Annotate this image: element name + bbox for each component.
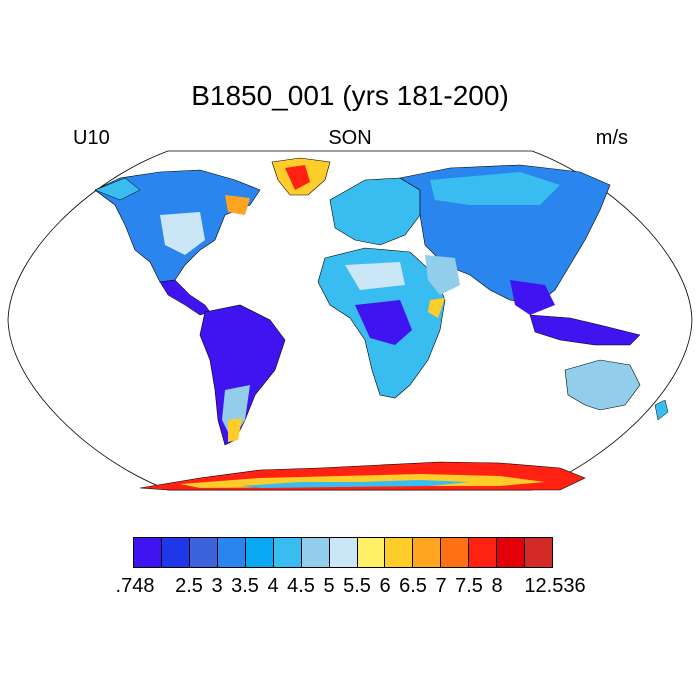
horn-of-africa — [428, 298, 445, 318]
colorbar-box — [217, 538, 246, 567]
greenland-core — [285, 165, 310, 190]
colorbar-box — [134, 538, 162, 567]
indonesia — [529, 314, 641, 346]
colorbar-label: 12.536 — [524, 575, 586, 597]
colorbar-box — [273, 538, 302, 567]
colorbar-label: 6 — [379, 575, 391, 597]
colorbar-box — [301, 538, 330, 567]
sahara — [345, 262, 405, 290]
colorbar-box — [441, 538, 470, 567]
arabia — [425, 255, 460, 295]
colorbar-label: 3 — [211, 575, 223, 597]
colorbar-box — [329, 538, 358, 567]
colorbar-box — [469, 538, 498, 567]
southeast-asia — [510, 280, 555, 315]
colorbar — [133, 537, 553, 568]
colorbar-box — [189, 538, 218, 567]
colorbar-label: 2.5 — [175, 575, 203, 597]
alaska — [94, 177, 141, 201]
variable-label: U10 — [73, 127, 110, 149]
plot-title: B1850_001 (yrs 181-200) — [191, 80, 509, 111]
colorbar-box — [161, 538, 190, 567]
australia — [564, 359, 641, 411]
units-label: m/s — [595, 127, 628, 149]
patagonia — [228, 418, 242, 442]
colorbar-label: 8 — [491, 575, 503, 597]
siberia — [430, 172, 560, 205]
colorbar-box — [525, 538, 553, 567]
colorbar-box — [385, 538, 414, 567]
colorbar-label: 5 — [323, 575, 335, 597]
colorbar-label: .748 — [115, 575, 155, 597]
central-africa — [355, 300, 412, 345]
colorbar-box — [245, 538, 274, 567]
colorbar-box — [413, 538, 442, 567]
colorbar-label: 3.5 — [231, 575, 259, 597]
colorbar-label: 7 — [435, 575, 447, 597]
colorbar-label: 4 — [267, 575, 279, 597]
colorbar-label: 5.5 — [343, 575, 371, 597]
colorbar-label: 4.5 — [287, 575, 315, 597]
hudson-region — [225, 195, 250, 215]
colorbar-box — [497, 538, 526, 567]
season-label: SON — [328, 127, 372, 149]
new-zealand — [654, 399, 669, 421]
europe — [329, 177, 421, 246]
north-america-plains — [160, 212, 205, 255]
antarctica-core — [240, 480, 470, 488]
colorbar-box — [357, 538, 386, 567]
south-america — [199, 304, 286, 446]
colorbar-label: 6.5 — [399, 575, 427, 597]
colorbar-label: 7.5 — [455, 575, 483, 597]
